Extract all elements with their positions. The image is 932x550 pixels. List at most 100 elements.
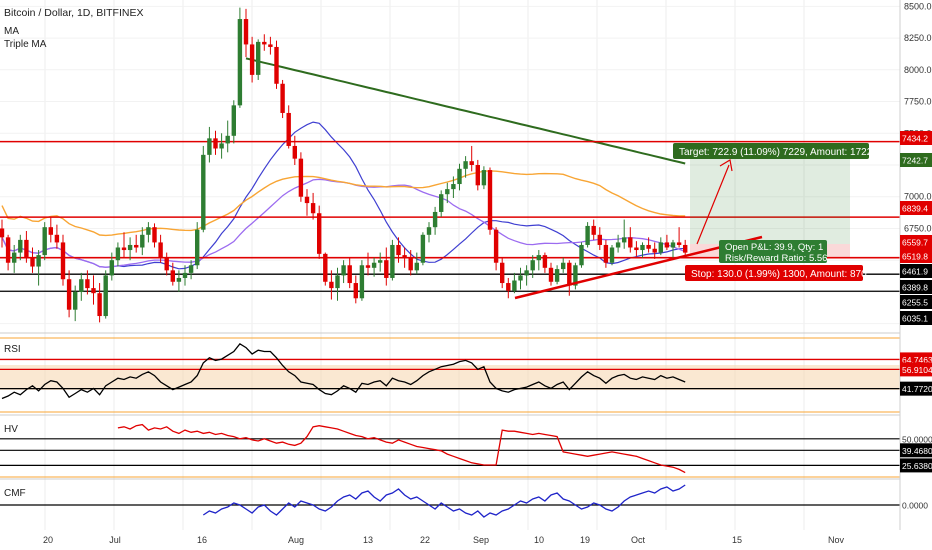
candle-body	[103, 275, 108, 317]
candle-body	[371, 262, 377, 268]
target-label[interactable]: Target: 722.9 (11.09%) 7229, Amount: 172…	[673, 143, 881, 159]
candle-body	[512, 280, 517, 291]
price-tag-text: 6839.4	[902, 204, 928, 214]
date-tick-label: 16	[197, 535, 207, 545]
price-tag-bg	[900, 201, 932, 215]
candle-body	[140, 234, 145, 248]
indicator-level-text: 56.9104	[902, 365, 932, 375]
moving-average-lines	[1, 57, 686, 270]
candle-body	[97, 293, 102, 317]
candle-body	[317, 213, 322, 254]
price-tick-label: 8250.0	[904, 33, 932, 43]
indicator-level-text: 41.7720	[902, 384, 932, 394]
candle-body	[134, 244, 139, 248]
price-tag-bg	[900, 280, 932, 294]
date-tick-label: 13	[363, 535, 373, 545]
price-tag-bg	[900, 264, 932, 278]
indicator-level-text: 25.6380	[902, 461, 932, 471]
candle-body	[231, 105, 236, 136]
price-tag: 6255.5	[900, 295, 932, 309]
price-tag-bg	[900, 153, 932, 167]
price-tag-bg	[900, 235, 932, 249]
candle-body	[256, 41, 261, 75]
candle-body	[213, 138, 218, 149]
indicator-level-bg	[900, 362, 932, 377]
date-tick-label: Oct	[631, 535, 646, 545]
candle-body	[335, 275, 340, 289]
candle-body	[73, 291, 78, 310]
indicator-triple-ma-label[interactable]: Triple MA	[4, 39, 47, 50]
candle-body	[66, 279, 72, 310]
candle-body	[353, 283, 358, 299]
date-axis[interactable]: 20 Jul 16 Aug 13 22 Sep 10 19 Oct 15 Nov	[43, 535, 845, 545]
candle-body	[60, 242, 66, 280]
candle-body	[292, 145, 297, 159]
candle-body	[664, 242, 670, 248]
candle-body	[585, 225, 590, 245]
price-tag: 6389.8	[900, 280, 932, 294]
indicator-ma-label[interactable]: MA	[4, 26, 19, 37]
rsi-label[interactable]: RSI	[4, 344, 21, 355]
candle-body	[195, 229, 200, 266]
candle-body	[188, 265, 194, 273]
candle-body	[341, 265, 346, 276]
candle-body	[243, 19, 249, 45]
candle-body	[298, 158, 304, 197]
ma-orange-line	[1, 170, 686, 237]
rsi-pane	[0, 337, 900, 413]
hv-label[interactable]: HV	[4, 424, 18, 435]
stop-label[interactable]: Stop: 130.0 (1.99%) 1300, Amount: 870	[685, 265, 867, 281]
candlestick-series	[0, 7, 688, 323]
price-tag: 6559.7	[900, 235, 932, 249]
candle-body	[609, 247, 615, 263]
date-tick-label: 10	[534, 535, 544, 545]
pnl-label[interactable]: Open P&L: 39.9, Qty: 1 Risk/Reward Ratio…	[719, 240, 827, 264]
candle-body	[676, 242, 682, 245]
pnl-text: Open P&L: 39.9, Qty: 1	[725, 242, 823, 253]
price-tag-bg	[900, 249, 932, 263]
stop-text: Stop: 130.0 (1.99%) 1300, Amount: 870	[691, 269, 867, 280]
candle-body	[628, 237, 633, 248]
candle-body	[42, 227, 47, 256]
candle-body	[469, 161, 474, 165]
date-tick-label: 19	[580, 535, 590, 545]
price-tag-bg	[900, 131, 932, 145]
candle-body	[670, 242, 676, 248]
candle-body	[591, 225, 596, 235]
candle-body	[475, 165, 480, 186]
price-tag: 7434.2	[900, 131, 932, 145]
ma-green-line	[245, 57, 686, 165]
target-arrow[interactable]	[696, 164, 730, 245]
candle-body	[451, 184, 456, 190]
price-tag-text: 7434.2	[902, 134, 928, 144]
candle-body	[683, 244, 688, 253]
candle-body	[207, 138, 212, 155]
candle-body	[640, 244, 645, 251]
indicator-level-tag: 56.9104	[900, 362, 932, 377]
candle-body	[365, 265, 371, 268]
candle-body	[402, 255, 407, 258]
candle-body	[304, 196, 310, 204]
hv-line	[117, 423, 686, 474]
target-text: Target: 722.9 (11.09%) 7229, Amount: 172…	[679, 147, 881, 158]
date-tick-label: 22	[420, 535, 430, 545]
candle-body	[414, 262, 419, 271]
price-tag-text: 6559.7	[902, 238, 928, 248]
candle-body	[524, 270, 529, 276]
candle-body	[310, 203, 316, 214]
candle-body	[652, 248, 657, 253]
candle-body	[0, 228, 5, 238]
candle-body	[518, 275, 523, 281]
candle-body	[24, 239, 29, 258]
candle-body	[323, 253, 328, 282]
candle-body	[280, 83, 285, 113]
candle-body	[152, 227, 157, 243]
price-tag-text: 7242.7	[902, 156, 928, 166]
candle-body	[127, 244, 133, 251]
cmf-label[interactable]: CMF	[4, 488, 26, 499]
candle-body	[359, 265, 365, 299]
candle-body	[542, 255, 548, 268]
candle-body	[158, 242, 163, 258]
